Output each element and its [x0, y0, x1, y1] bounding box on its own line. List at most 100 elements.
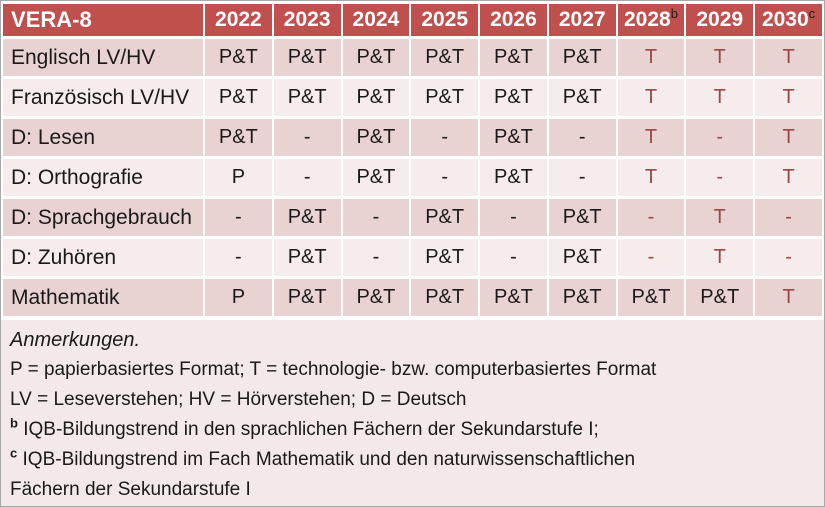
value-cell: P&T	[273, 39, 341, 76]
value-cell: T	[755, 39, 822, 76]
value-cell: -	[273, 119, 341, 156]
value-cell: T	[755, 119, 822, 156]
value-cell: T	[686, 199, 754, 236]
note-line: c IQB-Bildungstrend im Fach Mathematik u…	[10, 445, 636, 470]
table-row: Mathematik P P&T P&T P&T P&T P&T P&T P&T T	[3, 279, 822, 316]
value-cell: P&T	[273, 279, 341, 316]
header-footnote-marker: b	[670, 6, 678, 21]
value-cell: P&T	[548, 239, 616, 276]
value-cell: T	[617, 39, 685, 76]
value-cell: -	[617, 199, 685, 236]
value-cell: P&T	[480, 39, 547, 76]
row-label: Mathematik	[3, 279, 203, 316]
value-cell: -	[755, 239, 822, 276]
value-cell: -	[617, 239, 685, 276]
value-cell: P&T	[480, 79, 547, 116]
value-cell: P&T	[411, 39, 479, 76]
note-line: b IQB-Bildungstrend in den sprachlichen …	[10, 415, 599, 440]
value-cell: P&T	[342, 119, 410, 156]
value-cell: P&T	[411, 279, 479, 316]
year-header: 2028b	[617, 4, 685, 36]
row-label: D: Zuhören	[3, 239, 203, 276]
table-row: Französisch LV/HV P&T P&T P&T P&T P&T P&T T T T	[3, 79, 822, 116]
value-cell: P&T	[548, 199, 616, 236]
value-cell: P&T	[273, 79, 341, 116]
value-cell: -	[273, 159, 341, 196]
notes-section: Anmerkungen. P = papierbasiertes Format;…	[1, 320, 824, 506]
note-footnote-marker: b	[10, 415, 18, 431]
value-cell: P&T	[342, 159, 410, 196]
value-cell: T	[755, 279, 822, 316]
value-cell: P&T	[273, 199, 341, 236]
note-line: P = papierbasiertes Format; T = technolo…	[10, 359, 657, 380]
value-cell: T	[686, 239, 754, 276]
value-cell: P	[205, 279, 272, 316]
value-cell: -	[411, 159, 479, 196]
value-cell: P&T	[480, 119, 547, 156]
value-cell: -	[686, 159, 754, 196]
row-label: Französisch LV/HV	[3, 79, 203, 116]
year-header: 2023	[273, 4, 341, 36]
value-cell: P	[205, 159, 272, 196]
header-footnote-marker: c	[808, 6, 816, 21]
table-row: Englisch LV/HV P&T P&T P&T P&T P&T P&T T T T	[3, 39, 822, 76]
value-cell: T	[686, 79, 754, 116]
value-cell: P&T	[273, 239, 341, 276]
value-cell: -	[686, 119, 754, 156]
year-header: 2025	[411, 4, 479, 36]
year-header: 2029	[686, 4, 754, 36]
year-header: 2030c	[755, 4, 822, 36]
value-cell: P&T	[205, 39, 272, 76]
value-cell: P&T	[411, 199, 479, 236]
note-line: Fächern der Sekundarstufe I	[10, 479, 251, 500]
table-row: D: Sprachgebrauch - P&T - P&T - P&T - T -	[3, 199, 822, 236]
value-cell: -	[205, 199, 272, 236]
notes-heading: Anmerkungen.	[10, 329, 141, 351]
value-cell: -	[548, 159, 616, 196]
row-label: D: Orthografie	[3, 159, 203, 196]
value-cell: P&T	[548, 39, 616, 76]
note-footnote-marker: c	[10, 445, 18, 461]
value-cell: T	[617, 159, 685, 196]
notes-lines: P = papierbasiertes Format; T = technolo…	[10, 355, 815, 505]
header-row: VERA-8 2022 2023 2024 2025 2026 2027 2028b 2029…	[3, 4, 822, 36]
value-cell: T	[686, 39, 754, 76]
year-header: 2022	[205, 4, 272, 36]
value-cell: P&T	[342, 79, 410, 116]
value-cell: T	[617, 79, 685, 116]
value-cell: P&T	[686, 279, 754, 316]
value-cell: P&T	[411, 79, 479, 116]
value-cell: -	[342, 199, 410, 236]
value-cell: -	[480, 199, 547, 236]
table-row: D: Zuhören - P&T - P&T - P&T - T -	[3, 239, 822, 276]
value-cell: P&T	[342, 39, 410, 76]
value-cell: P&T	[480, 159, 547, 196]
year-header: 2026	[480, 4, 547, 36]
row-label: D: Sprachgebrauch	[3, 199, 203, 236]
table-body: Englisch LV/HV P&T P&T P&T P&T P&T P&T T T T Franz…	[3, 39, 822, 316]
table-title-cell: VERA-8	[3, 4, 203, 36]
value-cell: P&T	[411, 239, 479, 276]
value-cell: -	[548, 119, 616, 156]
value-cell: -	[411, 119, 479, 156]
value-cell: P&T	[205, 79, 272, 116]
table-row: D: Lesen P&T - P&T - P&T - T - T	[3, 119, 822, 156]
value-cell: P&T	[548, 79, 616, 116]
table-row: D: Orthografie P - P&T - P&T - T - T	[3, 159, 822, 196]
note-line: LV = Leseverstehen; HV = Hörverstehen; D…	[10, 389, 467, 410]
year-header: 2027	[548, 4, 616, 36]
row-label: D: Lesen	[3, 119, 203, 156]
value-cell: -	[205, 239, 272, 276]
row-label: Englisch LV/HV	[3, 39, 203, 76]
value-cell: T	[755, 159, 822, 196]
value-cell: T	[755, 79, 822, 116]
value-cell: P&T	[548, 279, 616, 316]
value-cell: P&T	[480, 279, 547, 316]
value-cell: P&T	[205, 119, 272, 156]
value-cell: P&T	[342, 279, 410, 316]
value-cell: -	[755, 199, 822, 236]
value-cell: P&T	[617, 279, 685, 316]
vera8-table: VERA-8 2022 2023 2024 2025 2026 2027 2028b 2029…	[1, 1, 824, 319]
value-cell: -	[342, 239, 410, 276]
